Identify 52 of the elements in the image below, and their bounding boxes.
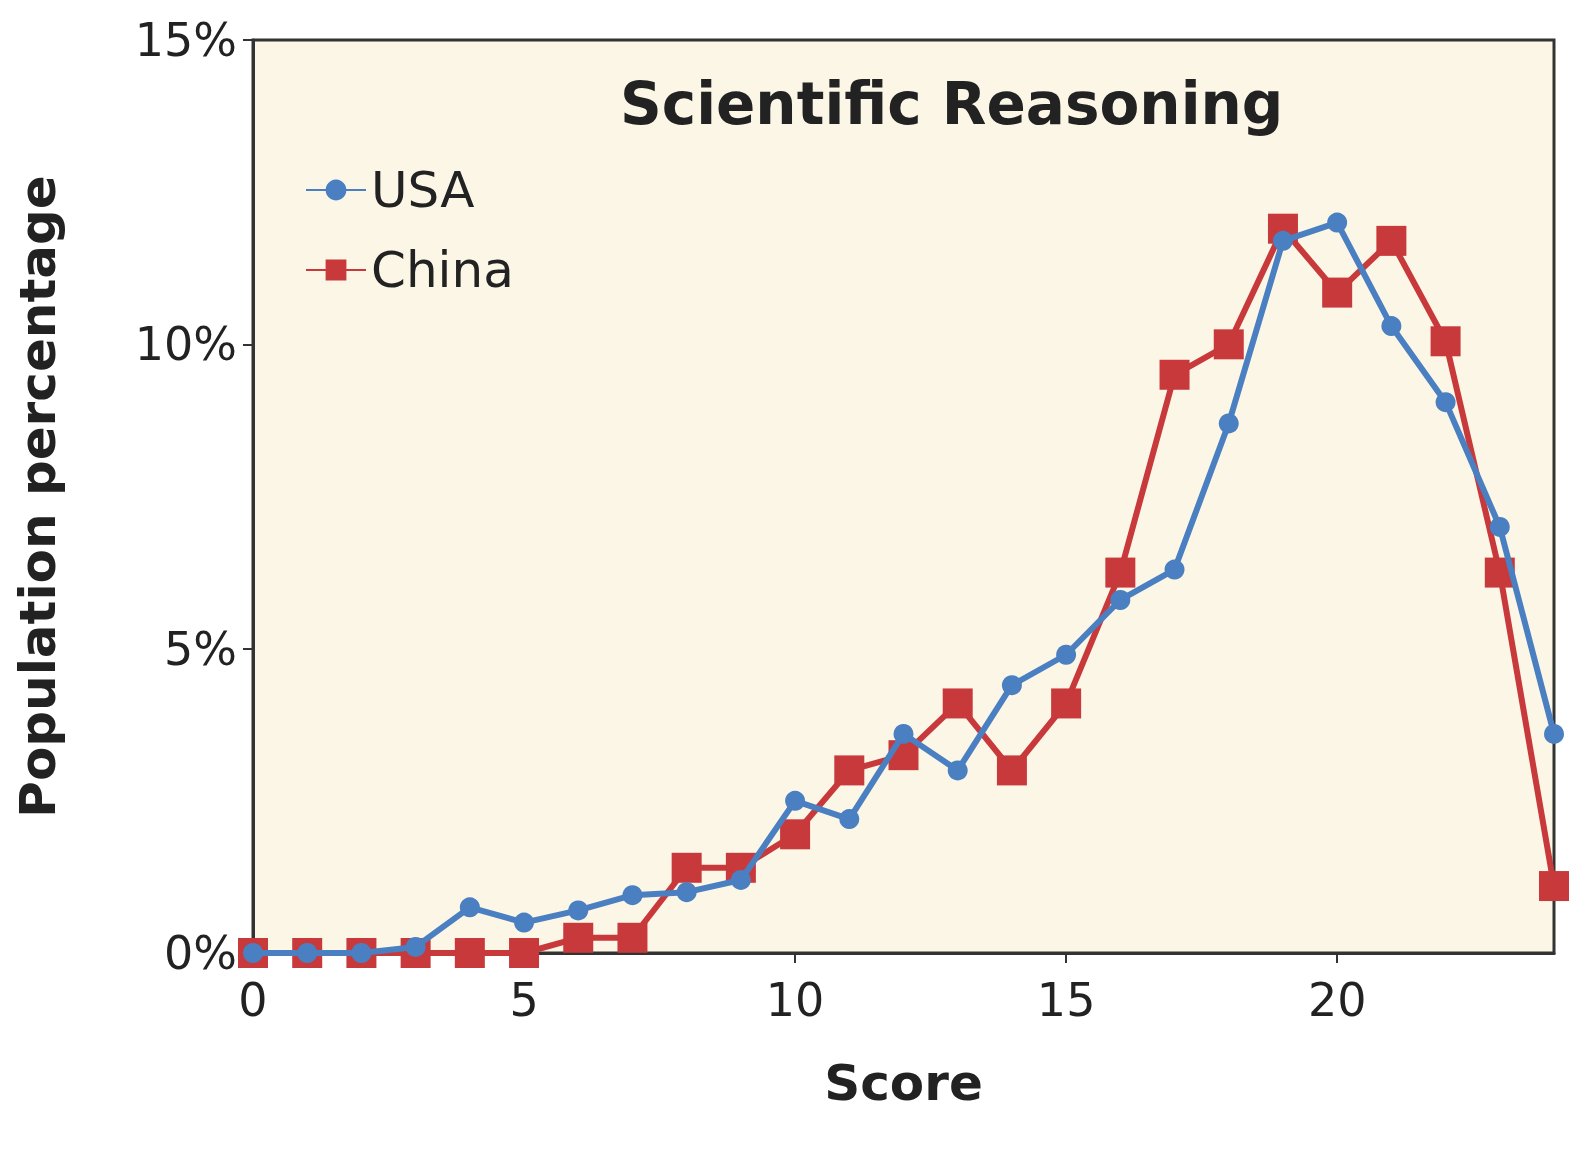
- point: [996, 755, 1027, 786]
- point: [1159, 359, 1190, 390]
- point: [1381, 316, 1402, 337]
- point: [780, 819, 811, 850]
- point: [893, 723, 914, 744]
- point: [1105, 557, 1136, 588]
- text: Scientific Reasoning: [620, 70, 1284, 138]
- point: [1544, 723, 1564, 744]
- point: [1327, 212, 1348, 233]
- point: [622, 885, 643, 906]
- point: [1322, 277, 1353, 308]
- point: [1218, 413, 1239, 434]
- x-tick-label: 0: [238, 973, 268, 1027]
- x-axis-title: Score: [824, 1054, 983, 1112]
- point: [563, 922, 594, 953]
- point: [947, 760, 968, 781]
- point: [676, 882, 697, 903]
- point: [942, 688, 973, 719]
- y-tick-label: 0%: [164, 926, 237, 980]
- y-tick-label: 10%: [134, 317, 237, 372]
- point: [617, 922, 648, 953]
- y-tick-label: 5%: [164, 621, 237, 676]
- point: [839, 809, 860, 830]
- x-tick-label: 10: [765, 973, 825, 1027]
- point: [1376, 225, 1407, 256]
- point: [568, 900, 589, 921]
- point: [1539, 871, 1569, 902]
- point: [1435, 392, 1456, 413]
- x-tick-label: 20: [1307, 973, 1367, 1027]
- point: [1213, 329, 1244, 360]
- point: [1056, 644, 1077, 665]
- point: [1489, 516, 1510, 537]
- point: [730, 869, 751, 890]
- point: [459, 897, 480, 918]
- legend-label: USA: [371, 161, 475, 219]
- point: [454, 938, 485, 968]
- point: [1110, 589, 1131, 610]
- point: [1001, 675, 1022, 696]
- legend-label: China: [371, 241, 514, 299]
- x-tick-label: 15: [1036, 973, 1096, 1027]
- point: [671, 852, 702, 883]
- point: [1430, 326, 1461, 357]
- point: [1051, 688, 1082, 719]
- point: [834, 755, 865, 786]
- x-tick-label: 5: [509, 973, 539, 1027]
- point: [514, 912, 535, 933]
- point: [1164, 559, 1185, 580]
- point: [509, 938, 540, 968]
- point: [785, 790, 806, 811]
- y-axis-title: Population percentage: [9, 175, 67, 818]
- point: [1272, 230, 1293, 251]
- y-tick-label: 15%: [134, 13, 237, 67]
